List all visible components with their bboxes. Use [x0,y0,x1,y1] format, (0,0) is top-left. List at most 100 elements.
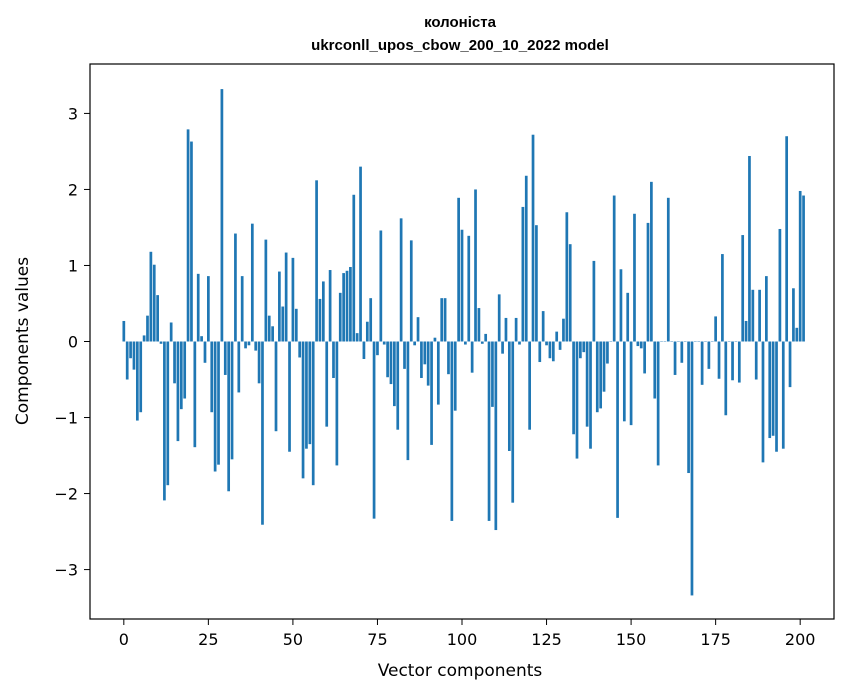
bar-59 [321,281,325,342]
bar-167 [687,341,690,474]
bar-83 [403,341,406,369]
bar-130 [562,318,565,342]
bar-13 [166,341,170,486]
bar-119 [524,175,528,342]
bar-196 [785,136,789,342]
y-tick-label: −1 [54,409,78,428]
bar-149 [626,292,630,342]
bar-81 [396,341,400,430]
bar-21 [193,341,197,448]
bar-102 [467,235,471,342]
bar-182 [737,341,741,383]
bar-44 [271,326,274,342]
y-tick-label: 0 [68,333,78,352]
bar-61 [328,270,332,342]
bar-0 [122,320,126,342]
y-axis-ticks: −3 −2 −1 0 1 2 3 [54,104,90,580]
bar-76 [379,230,383,342]
bar-97 [450,341,454,521]
bar-191 [768,341,772,439]
bar-16 [176,341,180,442]
bar-46 [278,271,281,342]
bar-63 [335,341,339,466]
bar-163 [673,341,677,375]
bar-133 [572,341,575,435]
bar-55 [308,341,312,445]
bar-85 [409,240,413,342]
bar-8 [149,251,153,342]
x-tick-label: 25 [198,630,218,649]
bar-150 [629,341,633,426]
bar-165 [680,341,684,363]
bar-103 [470,341,474,373]
bar-84 [406,341,410,461]
bar-series [122,89,805,596]
bar-52 [298,341,302,358]
bar-78 [386,341,389,378]
bar-39 [254,341,258,351]
y-tick-label: 3 [68,104,78,123]
x-tick-label: 125 [531,630,562,649]
bar-171 [700,341,704,385]
bar-74 [372,341,376,519]
bar-148 [622,341,626,422]
bar-11 [159,341,163,344]
bar-117 [518,341,521,345]
bar-4 [135,341,139,421]
bar-121 [531,134,535,342]
bar-113 [504,317,508,342]
bar-184 [744,320,748,342]
bar-56 [311,341,315,486]
bar-36 [244,341,247,349]
bar-23 [200,336,203,342]
bar-79 [389,341,393,385]
bar-100 [460,229,464,342]
bar-60 [325,341,329,427]
bar-86 [413,341,417,346]
bar-193 [775,341,778,452]
y-tick-label: −2 [54,485,78,504]
bar-77 [382,341,386,345]
bar-96 [447,341,450,375]
x-tick-label: 150 [616,630,647,649]
bar-82 [399,218,403,342]
bar-65 [342,273,345,342]
bar-201 [802,195,805,342]
bar-178 [724,341,728,416]
bar-98 [453,341,457,411]
bar-106 [480,341,484,344]
bar-42 [264,239,268,342]
bar-120 [528,341,531,430]
bar-192 [771,341,775,436]
bar-37 [247,341,251,346]
bar-34 [237,341,241,393]
bar-95 [443,298,447,342]
bar-43 [267,315,271,342]
bar-107 [484,333,488,342]
bar-62 [332,341,335,378]
bar-30 [223,341,227,375]
bar-140 [595,341,599,413]
bar-89 [423,341,427,365]
bar-129 [558,341,562,350]
bar-127 [551,341,555,362]
bar-28 [217,341,220,465]
bar-17 [179,341,183,410]
x-axis-ticks: 0 25 50 75 100 125 150 175 200 [119,619,815,649]
bar-15 [173,341,176,384]
bar-87 [416,317,420,342]
bar-88 [420,341,423,378]
bar-109 [491,341,494,407]
bar-108 [487,341,491,521]
bar-145 [612,195,616,342]
bar-198 [792,288,795,342]
bar-10 [156,295,159,342]
bar-105 [477,308,481,342]
bar-66 [345,270,349,342]
bar-152 [636,341,640,347]
bar-185 [748,155,751,342]
bar-26 [210,341,214,413]
bar-6 [142,335,146,342]
bar-154 [643,341,646,374]
